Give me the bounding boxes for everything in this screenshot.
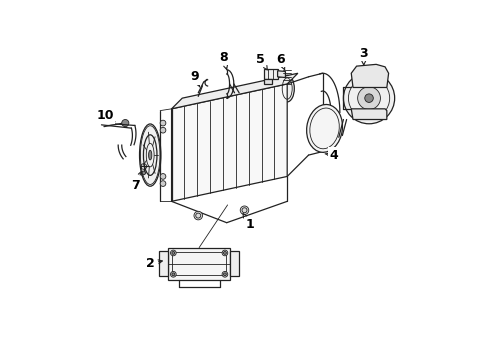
Text: 7: 7	[131, 171, 142, 192]
Circle shape	[160, 174, 165, 179]
Circle shape	[223, 252, 226, 255]
Text: 5: 5	[256, 53, 267, 70]
Circle shape	[240, 206, 248, 215]
Text: 8: 8	[219, 51, 227, 69]
Circle shape	[364, 94, 372, 103]
Circle shape	[160, 120, 165, 126]
Circle shape	[160, 127, 165, 133]
Circle shape	[160, 181, 165, 186]
Ellipse shape	[306, 104, 342, 152]
Circle shape	[223, 273, 226, 276]
Circle shape	[343, 72, 394, 124]
Text: 2: 2	[145, 257, 162, 270]
Polygon shape	[168, 248, 230, 280]
Circle shape	[172, 252, 174, 255]
Polygon shape	[171, 84, 286, 201]
Circle shape	[170, 271, 176, 277]
Polygon shape	[264, 78, 271, 84]
Text: 3: 3	[359, 47, 367, 65]
Text: 1: 1	[243, 213, 254, 231]
Circle shape	[222, 271, 227, 277]
Ellipse shape	[139, 124, 161, 186]
Text: 10: 10	[96, 109, 115, 122]
Polygon shape	[277, 71, 285, 77]
Circle shape	[170, 250, 176, 256]
Circle shape	[122, 120, 129, 127]
Polygon shape	[350, 64, 388, 87]
Polygon shape	[171, 73, 297, 109]
Circle shape	[222, 250, 227, 256]
Circle shape	[172, 273, 174, 276]
Ellipse shape	[148, 150, 151, 160]
Circle shape	[357, 87, 380, 109]
Text: 9: 9	[190, 70, 200, 87]
Polygon shape	[159, 251, 168, 276]
Polygon shape	[350, 109, 386, 120]
Circle shape	[142, 171, 145, 175]
Text: 4: 4	[325, 149, 337, 162]
Polygon shape	[264, 69, 277, 78]
Ellipse shape	[280, 75, 294, 102]
Circle shape	[194, 211, 202, 220]
Polygon shape	[230, 251, 239, 276]
Text: 6: 6	[275, 53, 284, 70]
